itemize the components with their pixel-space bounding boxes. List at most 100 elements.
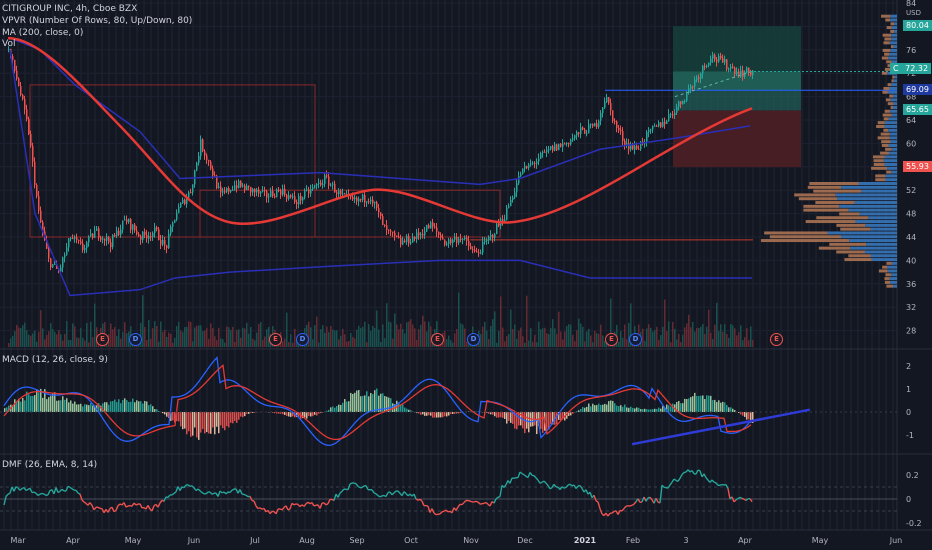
candle-body [478, 252, 480, 254]
profile-bar-down [871, 166, 888, 170]
macd-histogram-bar [206, 412, 208, 433]
candle-body [542, 151, 544, 154]
candle-body [54, 263, 56, 265]
candle-body [532, 162, 534, 164]
earnings-marker[interactable]: E [770, 333, 783, 346]
volume-bar [30, 335, 32, 347]
candle-body [70, 238, 72, 240]
volume-bar [90, 321, 92, 347]
macd-histogram-bar [354, 392, 356, 412]
volume-bar [464, 328, 466, 347]
candle-body [280, 190, 282, 195]
vpvr-indicator-label[interactable]: VPVR (Number Of Rows, 80, Up/Down, 80) [2, 16, 193, 26]
profile-bar-down [887, 83, 892, 87]
candle-body [218, 186, 220, 189]
volume-bar [656, 326, 658, 347]
earnings-marker[interactable]: E [605, 333, 618, 346]
macd-histogram-bar [12, 405, 14, 412]
candle-body [118, 230, 120, 235]
current-price-tag: C 72.32 [890, 63, 932, 74]
macd-histogram-bar [148, 405, 150, 412]
profile-bar-down [890, 105, 893, 109]
dmf-line-segment [117, 503, 121, 507]
dmf-line-segment [53, 487, 57, 495]
volume-bar [110, 323, 112, 347]
candle-body [294, 196, 296, 203]
candle-body [366, 201, 368, 203]
macd-histogram-bar [704, 399, 706, 412]
candle-body [484, 240, 486, 242]
dmf-line-segment [219, 490, 223, 494]
profile-bar-up [883, 159, 897, 163]
ma-indicator-label[interactable]: MA (200, close, 0) [2, 28, 84, 38]
profile-bar-up [870, 227, 897, 231]
candle-body [616, 121, 618, 128]
macd-histogram-bar [220, 412, 222, 426]
volume-bar [358, 325, 360, 347]
candle-body [574, 135, 576, 139]
dmf-line-segment [503, 484, 507, 488]
volume-bar [264, 336, 266, 347]
volume-bar [610, 298, 612, 347]
candle-body [730, 66, 732, 69]
macd-histogram-bar [212, 412, 214, 428]
macd-histogram-bar [216, 412, 218, 427]
price-tick-label: 32 [906, 303, 916, 312]
dmf-line-segment [323, 502, 327, 506]
volume-bar [654, 330, 656, 347]
profile-bar-up [891, 60, 897, 64]
candle-body [726, 59, 728, 70]
earnings-marker[interactable]: E [96, 333, 109, 346]
vol-indicator-label[interactable]: Vol [2, 39, 16, 49]
dmf-line-segment [477, 501, 481, 505]
dmf-line-segment [125, 505, 129, 508]
macd-histogram-bar [692, 396, 694, 412]
dividend-marker[interactable]: D [129, 333, 142, 346]
volume-bar [146, 340, 148, 347]
volume-bar [230, 330, 232, 347]
dmf-line-segment [623, 505, 627, 510]
macd-histogram-bar [62, 396, 64, 412]
volume-bar [378, 329, 380, 347]
earnings-marker[interactable]: E [269, 333, 282, 346]
macd-histogram-bar [132, 398, 134, 412]
dividend-marker[interactable]: D [296, 333, 309, 346]
volume-bar [388, 321, 390, 347]
dividend-marker[interactable]: D [467, 333, 480, 346]
candle-body [48, 248, 50, 259]
volume-bar [70, 339, 72, 347]
time-axis-label: Oct [404, 536, 418, 545]
dividend-marker[interactable]: D [629, 333, 642, 346]
macd-histogram-bar [174, 412, 176, 423]
dmf-line-segment [33, 491, 37, 494]
volume-bar [332, 329, 334, 347]
volume-bar [510, 309, 512, 347]
candle-body [244, 185, 246, 191]
dmf-line-segment [259, 507, 263, 510]
volume-bar [670, 342, 672, 347]
volume-bar [402, 329, 404, 347]
macd-histogram-bar [718, 400, 720, 412]
macd-indicator-label[interactable]: MACD (12, 26, close, 9) [2, 355, 108, 365]
candle-body [692, 86, 694, 88]
candle-body [210, 161, 212, 169]
dmf-line-segment [687, 469, 691, 473]
candle-body [98, 228, 100, 238]
dmf-line-segment [349, 482, 353, 485]
symbol-title[interactable]: CITIGROUP INC, 4h, Cboe BZX [2, 4, 138, 14]
dmf-indicator-label[interactable]: DMF (26, EMA, 8, 14) [2, 460, 98, 470]
macd-histogram-bar [738, 412, 740, 413]
earnings-marker[interactable]: E [431, 333, 444, 346]
volume-bar [244, 328, 246, 347]
dmf-line-segment [661, 484, 665, 488]
profile-bar-up [889, 86, 897, 90]
candle-body [564, 143, 566, 145]
volume-bar [686, 323, 688, 347]
volume-bar [152, 328, 154, 347]
profile-bar-up [888, 151, 897, 155]
profile-bar-up [890, 18, 897, 22]
volume-bar [414, 328, 416, 347]
macd-histogram-bar [724, 402, 726, 412]
candle-body [672, 114, 674, 116]
